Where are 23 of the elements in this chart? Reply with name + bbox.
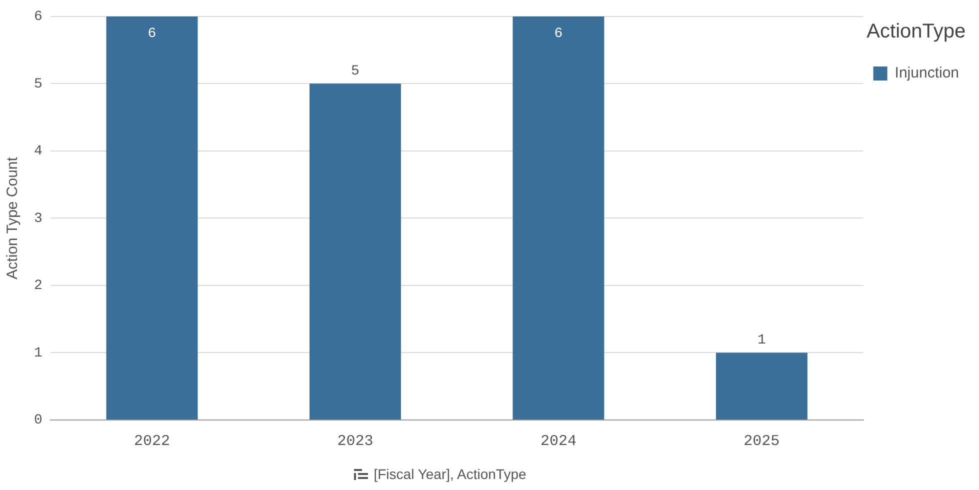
x-tick-label: 2023	[337, 432, 374, 450]
y-tick-label: 5	[34, 76, 42, 92]
data-label: 6	[554, 26, 563, 42]
data-label: 1	[757, 332, 766, 348]
y-tick-label: 0	[34, 412, 42, 429]
bar	[512, 16, 604, 420]
y-tick-label: 2	[34, 278, 42, 294]
x-tick-label: 2024	[540, 432, 576, 450]
x-axis-title: [Fiscal Year], ActionType	[374, 466, 526, 482]
y-tick-label: 6	[34, 9, 42, 26]
data-label: 5	[351, 63, 360, 80]
y-axis-title: Action Type Count	[4, 156, 22, 280]
x-tick-label: 2025	[744, 432, 780, 450]
y-tick-label: 1	[34, 345, 42, 362]
y-tick-label: 3	[34, 210, 42, 227]
y-tick-label: 4	[34, 144, 42, 160]
bar	[106, 16, 198, 420]
legend-title: ActionType	[866, 20, 966, 43]
bar	[716, 352, 808, 420]
x-tick-label: 2022	[134, 432, 170, 450]
legend-label: Injunction	[894, 64, 960, 82]
data-label: 6	[148, 26, 156, 42]
bar	[310, 84, 401, 420]
